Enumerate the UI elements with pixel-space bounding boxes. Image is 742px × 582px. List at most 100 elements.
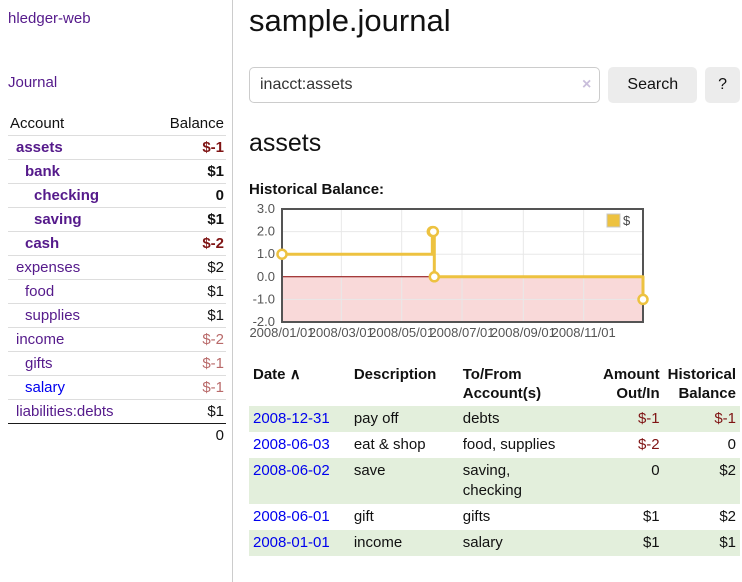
register-header-description: Description (353, 366, 437, 383)
account-row: supplies $1 (8, 303, 226, 328)
register-header-amount: Amount Out/In (602, 366, 660, 402)
transaction-balance: $-1 (663, 406, 740, 432)
transaction-balance: $1 (663, 530, 740, 556)
account-link-assets[interactable]: assets (16, 139, 63, 156)
sort-ascending-icon: ∧ (289, 366, 301, 383)
historical-balance-chart: 3.0 2.0 1.0 0.0 -1.0 -2.0 2008/01/01 2008/03/01… (249, 201, 740, 350)
transaction-amount: $-1 (573, 406, 664, 432)
transaction-date-link[interactable]: 2008-06-01 (253, 508, 330, 525)
register-row: 2008-06-01 gift gifts $1 $2 (249, 504, 740, 530)
account-row: liabilities:debts $1 (8, 399, 226, 424)
accounts-table: Account Balance assets $-1 bank $1 check… (8, 112, 226, 447)
account-link-income[interactable]: income (16, 331, 65, 348)
transaction-amount: 0 (573, 458, 664, 504)
register-row: 2008-06-02 save saving, checking 0 $2 (249, 458, 740, 504)
register-header-balance: Historical Balance (667, 366, 736, 402)
transaction-date-link[interactable]: 2008-01-01 (253, 534, 330, 551)
page-title: sample.journal (249, 3, 451, 38)
svg-text:2008/03/01: 2008/03/01 (309, 325, 374, 340)
clear-search-icon[interactable]: × (582, 76, 592, 93)
account-balance: $-2 (149, 327, 226, 352)
account-row: expenses $2 (8, 255, 226, 280)
register-header-date[interactable]: Date ∧ (253, 366, 301, 383)
account-balance: $-1 (149, 375, 226, 400)
register-row: 2008-01-01 income salary $1 $1 (249, 530, 740, 556)
balance-chart-svg: 3.0 2.0 1.0 0.0 -1.0 -2.02008/01/012008/03/01… (249, 201, 649, 340)
transaction-balance: 0 (727, 436, 736, 453)
account-balance: $-2 (149, 231, 226, 256)
svg-text:2008/11/01: 2008/11/01 (552, 325, 616, 340)
svg-text:1.0: 1.0 (257, 246, 275, 261)
account-row: saving $1 (8, 207, 226, 232)
search-form: × Search ? (249, 67, 740, 103)
account-balance: $1 (149, 279, 226, 304)
accounts-header-account: Account (10, 115, 65, 132)
transaction-accounts: gifts (462, 508, 491, 525)
transaction-date-link[interactable]: 2008-06-02 (253, 462, 330, 479)
account-row: food $1 (8, 279, 226, 304)
search-button[interactable]: Search (608, 67, 698, 103)
register-row: 2008-06-03 eat & shop food, supplies $-2… (249, 432, 740, 458)
transaction-balance: $2 (663, 458, 740, 504)
accounts-total-row: 0 (8, 423, 226, 447)
svg-text:-2.0: -2.0 (253, 314, 275, 329)
transaction-accounts: food, supplies (462, 436, 556, 453)
account-row: bank $1 (8, 159, 226, 184)
search-input[interactable] (249, 67, 601, 103)
account-row: income $-2 (8, 327, 226, 352)
account-link-saving[interactable]: saving (34, 211, 82, 228)
chart-title: Historical Balance: (249, 181, 385, 198)
account-balance: $2 (149, 255, 226, 280)
account-balance: $-1 (149, 135, 226, 160)
svg-text:2008/09/01: 2008/09/01 (491, 325, 556, 340)
account-row: checking 0 (8, 183, 226, 208)
account-balance: 0 (149, 183, 226, 208)
transaction-accounts: salary (458, 530, 574, 556)
transaction-description: pay off (349, 406, 459, 432)
account-balance: $1 (149, 159, 226, 184)
sidebar-item-journal[interactable]: Journal (8, 74, 58, 91)
account-heading: assets (249, 129, 322, 157)
transaction-accounts: debts (458, 406, 574, 432)
svg-text:2008/07/01: 2008/07/01 (429, 325, 494, 340)
register-header-tofrom: To/From Account(s) (462, 366, 542, 402)
register-table: Date ∧ Description To/From Account(s) Am… (249, 362, 740, 556)
help-button[interactable]: ? (705, 67, 740, 103)
svg-text:-1.0: -1.0 (253, 291, 275, 306)
account-row: gifts $-1 (8, 351, 226, 376)
account-link-food[interactable]: food (25, 283, 55, 300)
transaction-date-link[interactable]: 2008-12-31 (253, 410, 330, 427)
account-balance: $1 (149, 303, 226, 328)
svg-text:$: $ (623, 213, 631, 228)
account-row: assets $-1 (8, 135, 226, 160)
account-balance: $1 (149, 207, 226, 232)
sidebar: hledger-web Journal Account Balance asse… (0, 0, 233, 582)
account-balance: $-1 (149, 351, 226, 376)
account-link-supplies[interactable]: supplies (25, 307, 81, 324)
transaction-description: eat & shop (353, 436, 426, 453)
transaction-date-link[interactable]: 2008-06-03 (253, 436, 330, 453)
svg-text:0.0: 0.0 (257, 269, 275, 284)
account-link-expenses[interactable]: expenses (16, 259, 81, 276)
transaction-amount: $1 (573, 530, 664, 556)
brand-link[interactable]: hledger-web (8, 10, 91, 27)
account-link-cash[interactable]: cash (25, 235, 60, 252)
account-link-liabilities-debts[interactable]: liabilities:debts (16, 403, 114, 420)
register-row: 2008-12-31 pay off debts $-1 $-1 (249, 406, 740, 432)
transaction-description: gift (353, 508, 374, 525)
transaction-accounts: saving, checking (458, 458, 574, 504)
account-link-salary[interactable]: salary (25, 379, 66, 396)
accounts-header-balance: Balance (169, 115, 224, 132)
account-row: salary $-1 (8, 375, 226, 400)
transaction-amount: $-2 (637, 436, 660, 453)
svg-text:2.0: 2.0 (257, 224, 275, 239)
transaction-amount: $1 (642, 508, 660, 525)
main-content: sample.journal × Search ? assets Histori… (233, 0, 742, 582)
account-link-gifts[interactable]: gifts (25, 355, 53, 372)
svg-text:2008/05/01: 2008/05/01 (369, 325, 434, 340)
transaction-balance: $2 (719, 508, 736, 525)
account-link-bank[interactable]: bank (25, 163, 61, 180)
account-link-checking[interactable]: checking (34, 187, 100, 204)
account-row: cash $-2 (8, 231, 226, 256)
